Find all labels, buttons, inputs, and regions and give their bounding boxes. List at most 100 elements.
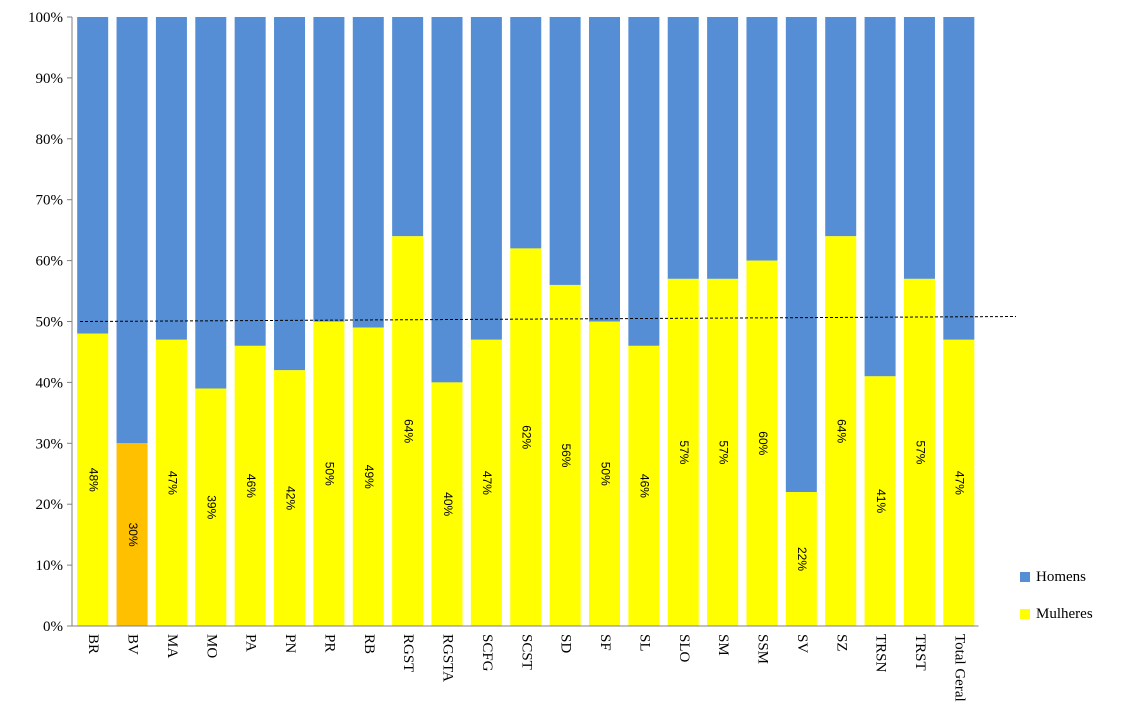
bar-homens — [628, 17, 660, 346]
bar-homens — [77, 17, 109, 334]
bar-mulheres — [313, 321, 345, 626]
y-tick-label: 100% — [28, 10, 63, 26]
data-label: 64% — [835, 419, 849, 443]
data-label: 64% — [401, 419, 415, 443]
x-tick-label: PR — [321, 634, 337, 652]
bar-homens — [825, 17, 857, 237]
x-tick-label: SF — [597, 634, 613, 651]
data-label: 57% — [677, 440, 691, 464]
legend-label-homens: Homens — [1036, 568, 1086, 585]
y-tick-label: 50% — [36, 315, 64, 331]
y-tick-label: 0% — [43, 619, 63, 635]
data-label: 57% — [716, 440, 730, 464]
x-tick-label: PN — [282, 634, 298, 653]
x-tick-label: SM — [715, 634, 731, 656]
data-label: 30% — [126, 523, 140, 547]
bar-mulheres — [707, 278, 739, 626]
x-tick-label: SZ — [833, 634, 849, 652]
x-tick-label: BR — [85, 634, 101, 654]
bar-homens — [195, 17, 227, 389]
reference-line-group — [79, 316, 1017, 322]
bar-mulheres — [274, 370, 306, 626]
bar-mulheres — [825, 236, 857, 627]
legend-item-mulheres: Mulheres — [1020, 605, 1093, 623]
bar-homens — [352, 17, 384, 328]
bar-homens — [274, 17, 306, 371]
data-label: 22% — [795, 547, 809, 571]
data-label: 41% — [874, 489, 888, 513]
bar-homens — [707, 17, 739, 279]
bar-homens — [903, 17, 935, 279]
y-tick-label: 30% — [36, 436, 64, 452]
x-tick-label: BV — [125, 634, 141, 655]
y-axis: 0% 10% 20% 30% 40% 50% 60% 70% 80% 90% 100% — [28, 10, 73, 635]
bar-mulheres — [628, 345, 660, 626]
bar-mulheres — [77, 333, 109, 626]
bar-homens — [234, 17, 266, 346]
bar-mulheres — [352, 327, 384, 626]
x-tick-label: TRSN — [873, 634, 889, 673]
bar-homens — [864, 17, 896, 377]
data-label: 57% — [913, 440, 927, 464]
x-tick-label: SL — [636, 634, 652, 652]
data-label: 46% — [244, 474, 258, 498]
x-tick-label: RB — [361, 634, 377, 654]
bar-mulheres — [903, 278, 935, 626]
bar-mulheres — [234, 345, 266, 626]
y-tick-label: 20% — [36, 497, 64, 513]
bar-homens — [155, 17, 187, 340]
x-tick-label: SD — [558, 634, 574, 653]
bar-homens — [746, 17, 778, 261]
data-label: 46% — [638, 474, 652, 498]
bar-mulheres — [431, 382, 463, 626]
data-label: 39% — [205, 495, 219, 519]
bars — [77, 17, 975, 627]
bar-mulheres — [470, 339, 502, 626]
bar-mulheres — [155, 339, 187, 626]
x-tick-label: SCST — [518, 634, 534, 670]
x-tick-label: RGST — [400, 634, 416, 672]
bar-homens — [313, 17, 345, 322]
bar-homens — [549, 17, 581, 285]
x-tick-label: SCFG — [479, 634, 495, 672]
y-tick-label: 90% — [36, 71, 64, 87]
legend-swatch-mulheres — [1020, 609, 1030, 619]
legend-swatch-homens — [1020, 572, 1030, 582]
data-label: 47% — [165, 471, 179, 495]
x-tick-label: MO — [203, 634, 219, 658]
x-tick-label: Total Geral — [951, 634, 967, 702]
data-label: 56% — [559, 443, 573, 467]
y-tick-label: 60% — [36, 254, 64, 270]
bar-mulheres — [864, 376, 896, 626]
bar-mulheres — [510, 248, 542, 627]
data-label: 50% — [323, 462, 337, 486]
x-tick-label: PA — [243, 634, 259, 652]
bar-mulheres — [588, 321, 620, 626]
bar-mulheres — [785, 492, 817, 626]
y-tick-label: 10% — [36, 558, 64, 574]
x-tick-label: RGSTA — [440, 634, 456, 682]
legend-item-homens: Homens — [1020, 568, 1093, 586]
bar-mulheres — [116, 443, 148, 626]
bar-homens — [116, 17, 148, 444]
x-tick-label: SV — [794, 634, 810, 653]
x-tick-label: MA — [164, 634, 180, 658]
data-label: 47% — [480, 471, 494, 495]
bar-homens — [943, 17, 975, 340]
bar-homens — [667, 17, 699, 279]
bar-mulheres — [667, 278, 699, 626]
y-tick-label: 80% — [36, 132, 64, 148]
reference-line — [79, 316, 1017, 322]
x-tick-label: SLO — [676, 634, 692, 663]
x-tick-label: TRST — [912, 634, 928, 671]
bar-homens — [392, 17, 424, 237]
bar-homens — [510, 17, 542, 249]
data-label: 40% — [441, 492, 455, 516]
bar-homens — [785, 17, 817, 493]
legend-label-mulheres: Mulheres — [1036, 605, 1093, 622]
bar-mulheres — [549, 284, 581, 626]
bar-homens — [588, 17, 620, 322]
y-tick-label: 70% — [36, 193, 64, 209]
bar-mulheres — [746, 260, 778, 626]
